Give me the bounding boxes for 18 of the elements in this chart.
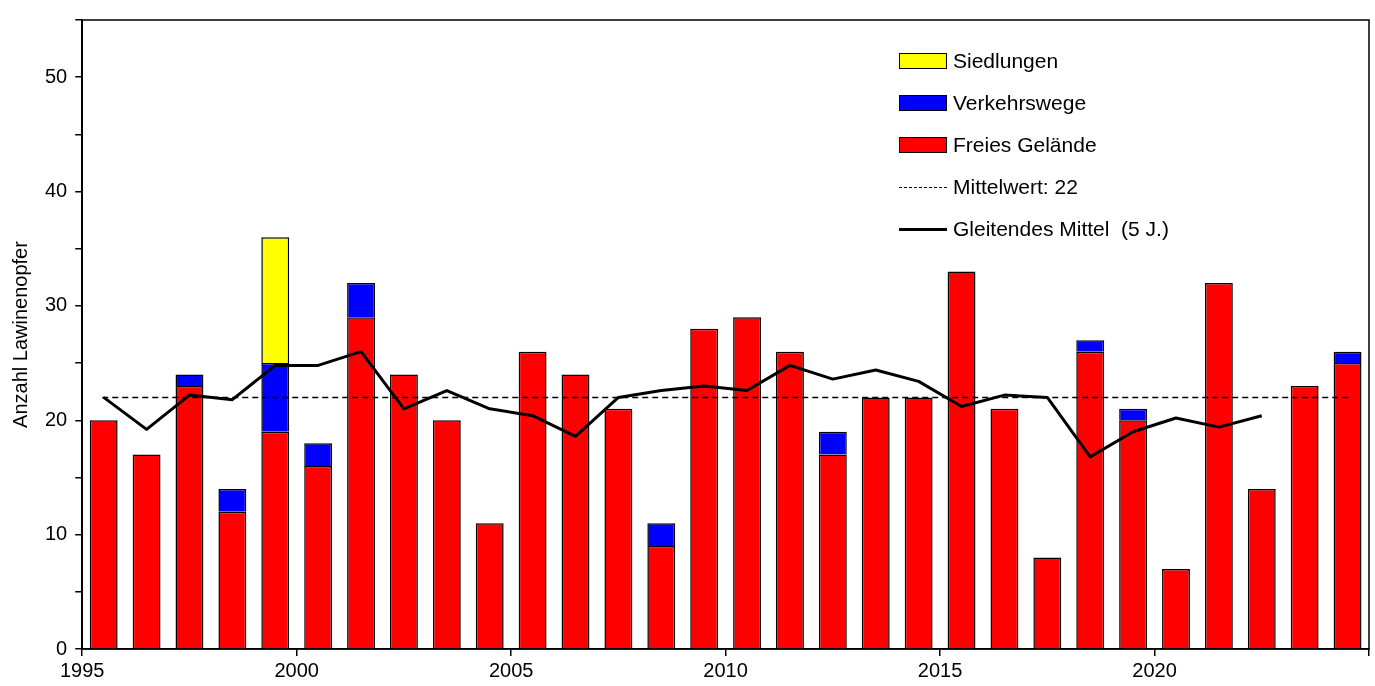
x-tick-label: 2005 (488, 658, 534, 681)
y-tick-label: 10 (45, 522, 68, 545)
y-axis-title: Anzahl Lawinenopfer (8, 240, 31, 428)
x-tick-label: 2020 (1132, 658, 1177, 681)
x-tick-label: 2000 (274, 658, 319, 681)
legend-label: Gleitendes Mittel (5 J.) (953, 217, 1169, 241)
y-tick-label: 50 (45, 64, 68, 87)
y-tick-label: 30 (45, 293, 68, 316)
x-tick-label: 2010 (703, 658, 748, 681)
y-tick-label: 40 (45, 179, 68, 202)
legend-label: Verkehrswege (953, 91, 1087, 115)
x-tick-label: 2015 (917, 658, 963, 681)
legend-label: Mittelwert: 22 (953, 175, 1078, 199)
legend-label: Siedlungen (953, 49, 1059, 73)
y-tick-label: 0 (56, 636, 68, 659)
legend-label: Freies Gelände (953, 133, 1097, 157)
y-tick-label: 20 (45, 407, 68, 430)
x-tick-label: 1995 (60, 658, 105, 681)
